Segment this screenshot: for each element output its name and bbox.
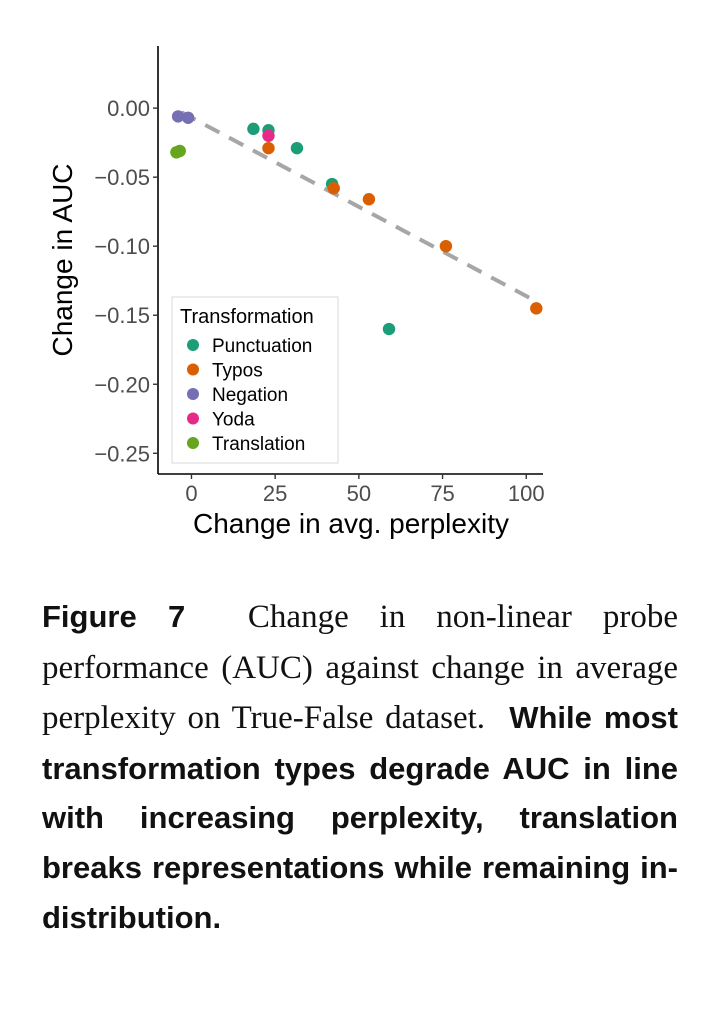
legend-label-translation: Translation xyxy=(212,434,305,455)
legend-label-yoda: Yoda xyxy=(212,410,255,431)
point-punctuation-3 xyxy=(290,141,304,155)
point-translation-2 xyxy=(173,144,186,158)
legend-key-typos xyxy=(187,363,199,376)
trendline xyxy=(180,110,538,304)
legend-key-punctuation xyxy=(187,339,199,351)
points-layer xyxy=(170,110,543,336)
x-tick-label: 25 xyxy=(263,481,287,506)
legend-items: Punctuation Typos Negation Yoda Translation xyxy=(187,336,312,455)
scatter-chart: 0.00 −0.05 −0.10 −0.15 −0.20 −0.25 0 25 50 75 100… xyxy=(47,46,545,539)
point-yoda-1 xyxy=(262,129,275,142)
legend-key-negation xyxy=(187,388,199,400)
caption-bold-text: While most transformation types degrade … xyxy=(42,700,678,935)
y-axis-title: Change in AUC xyxy=(47,163,78,356)
point-punctuation-1 xyxy=(247,122,260,136)
y-ticks: 0.00 −0.05 −0.10 −0.15 −0.20 −0.25 xyxy=(94,96,158,466)
axes-layer xyxy=(157,46,543,475)
point-typos-4 xyxy=(439,239,453,253)
x-tick-label: 50 xyxy=(347,481,371,506)
x-tick-label: 0 xyxy=(185,481,197,506)
caption-plain-text: Change in non-linear probe performance (… xyxy=(42,599,678,737)
legend-box xyxy=(171,296,339,464)
y-tick-label: −0.10 xyxy=(94,234,150,259)
figure-caption: Figure 7 Change in non-linear probe perf… xyxy=(42,592,678,942)
trendline-layer xyxy=(180,110,538,304)
y-tick-label: −0.15 xyxy=(94,303,150,328)
figure-label: Figure 7 xyxy=(42,599,186,634)
legend: Transformation Punctuation Typos Negation Y… xyxy=(171,296,339,464)
point-typos-3 xyxy=(362,193,376,206)
legend-key-translation xyxy=(187,437,199,449)
legend-label-typos: Typos xyxy=(212,361,263,382)
legend-label-negation: Negation xyxy=(212,385,288,406)
point-typos-2 xyxy=(327,182,340,195)
y-tick-label: −0.05 xyxy=(94,165,150,190)
y-tick-label: −0.20 xyxy=(94,372,150,397)
legend-title: Transformation xyxy=(180,306,314,328)
x-tick-label: 100 xyxy=(508,481,545,506)
point-punctuation-5 xyxy=(382,322,396,336)
point-negation-1 xyxy=(171,110,185,123)
x-tick-label: 75 xyxy=(430,481,454,506)
point-negation-2 xyxy=(181,111,195,124)
x-ticks: 0 25 50 75 100 xyxy=(185,474,545,506)
point-typos-1 xyxy=(262,141,275,155)
point-typos-5 xyxy=(530,302,543,315)
x-axis-title: Change in avg. perplexity xyxy=(193,508,509,539)
legend-key-yoda xyxy=(187,412,199,425)
y-tick-label: 0.00 xyxy=(107,96,150,121)
legend-label-punctuation: Punctuation xyxy=(212,336,312,357)
y-tick-label: −0.25 xyxy=(94,441,150,466)
